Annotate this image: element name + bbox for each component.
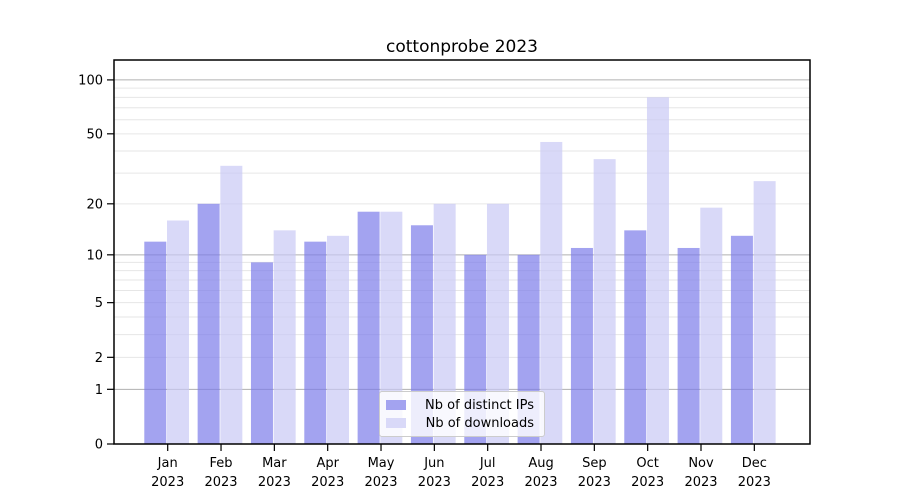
bar-downloads: [433, 203, 456, 444]
bar-distinct-ips: [677, 247, 700, 444]
bar-downloads: [486, 203, 509, 444]
bar-distinct-ips: [144, 241, 167, 444]
legend-label-downloads: Nb of downloads: [425, 415, 534, 431]
y-tick-label: 2: [95, 351, 103, 366]
y-tick-label: 5: [95, 296, 103, 311]
bar-downloads: [326, 235, 349, 444]
x-tick-label: Mar 2023: [258, 456, 291, 490]
y-tick-label: 20: [86, 197, 103, 212]
bar-downloads: [540, 141, 563, 444]
y-tick-label: 10: [86, 248, 103, 263]
bar-downloads: [593, 159, 616, 445]
x-tick-label: Dec 2023: [738, 456, 771, 490]
bar-downloads: [753, 181, 776, 444]
x-tick-label: Aug 2023: [524, 456, 557, 490]
bar-downloads: [273, 230, 296, 444]
bar-downloads: [167, 220, 189, 444]
x-tick-label: Sep 2023: [578, 456, 611, 490]
bar-downloads: [700, 207, 723, 444]
axes-spines: [113, 59, 811, 445]
x-tick-label: Jun 2023: [418, 456, 451, 490]
legend: Nb of distinct IPs Nb of downloads: [379, 391, 545, 437]
bar-distinct-ips: [410, 225, 433, 444]
x-tick-label: Feb 2023: [204, 456, 237, 490]
y-tick-label: 100: [78, 73, 103, 88]
x-tick-label: May 2023: [364, 456, 397, 490]
legend-swatch-distinct-ips: [386, 400, 406, 410]
bar-distinct-ips: [357, 211, 380, 444]
bar-distinct-ips: [250, 262, 273, 444]
bar-distinct-ips: [197, 203, 220, 444]
bar-downloads: [646, 97, 669, 444]
bar-distinct-ips: [624, 230, 647, 444]
x-tick-label: Jul 2023: [471, 456, 504, 490]
bar-downloads: [380, 211, 403, 444]
legend-item-downloads: Nb of downloads: [386, 416, 534, 431]
x-tick-label: Oct 2023: [631, 456, 664, 490]
bar-distinct-ips: [304, 241, 327, 444]
x-tick-label: Nov 2023: [684, 456, 717, 490]
y-tick-label: 50: [86, 127, 103, 142]
bar-downloads: [220, 165, 243, 444]
legend-item-distinct-ips: Nb of distinct IPs: [386, 398, 534, 413]
chart-title: cottonprobe 2023: [386, 37, 538, 57]
bar-distinct-ips: [570, 247, 593, 444]
x-tick-label: Apr 2023: [311, 456, 344, 490]
y-tick-label: 0: [95, 438, 103, 453]
bar-distinct-ips: [730, 235, 753, 444]
x-tick-label: Jan 2023: [151, 456, 184, 490]
y-tick-label: 1: [95, 383, 103, 398]
legend-label-distinct-ips: Nb of distinct IPs: [425, 397, 534, 413]
legend-swatch-downloads: [386, 418, 406, 428]
